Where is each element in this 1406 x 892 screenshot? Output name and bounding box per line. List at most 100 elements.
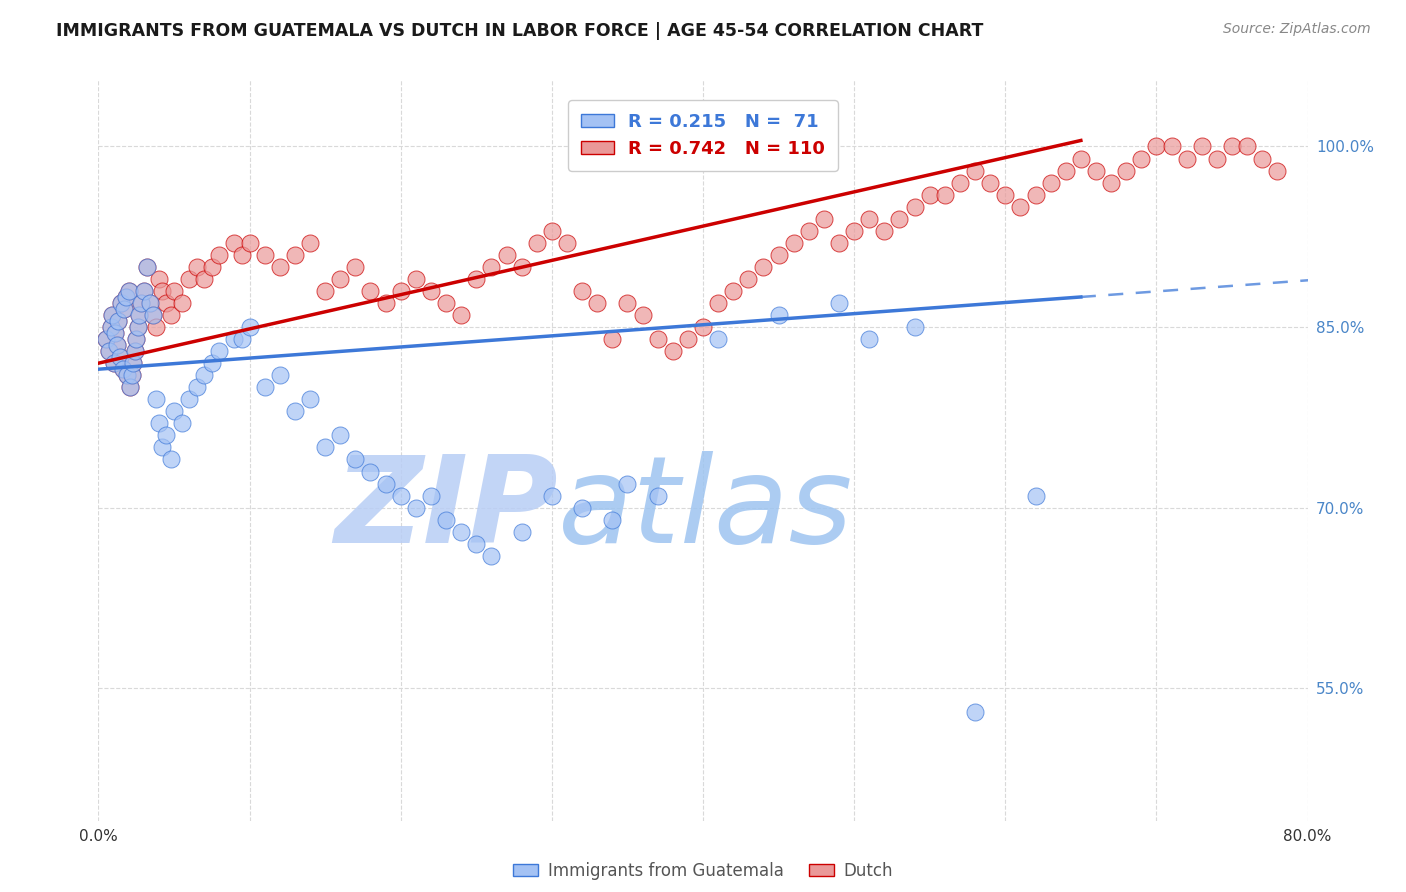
Point (111, 362, 134, 376)
Point (128, 308, 150, 322)
Point (707, 296, 730, 310)
Point (783, 235, 806, 250)
Point (540, 489, 562, 503)
Point (1085, 163, 1108, 178)
Point (1175, 152, 1198, 166)
Point (858, 332, 880, 346)
Point (127, 320, 149, 334)
Point (1024, 489, 1046, 503)
Point (155, 296, 177, 310)
Point (120, 380, 142, 394)
Point (858, 211, 880, 226)
Legend: Immigrants from Guatemala, Dutch: Immigrants from Guatemala, Dutch (506, 855, 900, 887)
Point (224, 332, 246, 346)
Text: IMMIGRANTS FROM GUATEMALA VS DUTCH IN LABOR FORCE | AGE 45-54 CORRELATION CHART: IMMIGRANTS FROM GUATEMALA VS DUTCH IN LA… (56, 22, 984, 40)
Point (142, 308, 165, 322)
Point (1236, 139, 1258, 153)
Point (135, 260, 157, 274)
Point (647, 332, 669, 346)
Point (420, 284, 443, 298)
Point (344, 452, 367, 467)
Point (124, 344, 146, 359)
Point (602, 513, 624, 527)
Point (139, 296, 162, 310)
Point (107, 314, 129, 328)
Point (107, 314, 129, 328)
Point (129, 296, 152, 310)
Point (94, 332, 117, 346)
Point (1206, 152, 1229, 166)
Point (103, 356, 125, 370)
Point (329, 272, 352, 286)
Point (94, 332, 117, 346)
Point (269, 260, 291, 274)
Point (1099, 176, 1122, 190)
Point (142, 308, 165, 322)
Point (239, 320, 262, 334)
Point (118, 284, 141, 298)
Point (124, 344, 146, 359)
Point (135, 260, 157, 274)
Point (132, 284, 155, 298)
Point (676, 332, 699, 346)
Point (145, 320, 167, 334)
Point (253, 380, 276, 394)
Point (889, 211, 911, 226)
Point (128, 308, 150, 322)
Point (1160, 139, 1182, 153)
Point (125, 332, 148, 346)
Point (114, 290, 136, 304)
Point (163, 284, 186, 298)
Point (127, 320, 149, 334)
Text: atlas: atlas (558, 451, 853, 568)
Point (148, 417, 170, 431)
Point (193, 272, 215, 286)
Point (1251, 152, 1274, 166)
Point (510, 260, 533, 274)
Point (904, 320, 927, 334)
Point (104, 326, 127, 340)
Point (631, 308, 654, 322)
Point (1115, 163, 1137, 178)
Point (1010, 200, 1032, 214)
Point (616, 296, 638, 310)
Point (1144, 139, 1167, 153)
Point (1054, 163, 1077, 178)
Point (510, 524, 533, 539)
Point (965, 706, 987, 720)
Point (737, 272, 759, 286)
Point (105, 338, 128, 352)
Point (132, 284, 155, 298)
Point (692, 320, 714, 334)
Point (571, 284, 593, 298)
Point (450, 524, 472, 539)
Point (115, 368, 138, 383)
Point (208, 248, 231, 262)
Point (201, 260, 224, 274)
Point (405, 272, 427, 286)
Point (1267, 163, 1289, 178)
Point (150, 284, 173, 298)
Point (828, 235, 851, 250)
Point (224, 235, 246, 250)
Point (389, 284, 412, 298)
Point (104, 326, 127, 340)
Point (201, 356, 224, 370)
Point (118, 284, 141, 298)
Point (110, 296, 132, 310)
Point (98, 344, 121, 359)
Point (284, 404, 307, 418)
Point (616, 476, 638, 491)
Point (186, 380, 208, 394)
Point (148, 272, 170, 286)
Point (145, 392, 167, 407)
Point (434, 513, 457, 527)
Point (450, 308, 472, 322)
Point (420, 489, 443, 503)
Point (752, 260, 775, 274)
Point (540, 224, 562, 238)
Point (1024, 187, 1046, 202)
Point (150, 441, 173, 455)
Point (828, 296, 851, 310)
Point (797, 224, 820, 238)
